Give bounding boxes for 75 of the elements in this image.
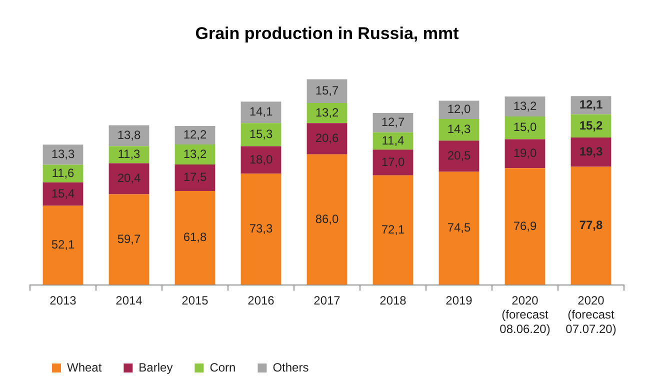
- data-label: 15,7: [315, 83, 339, 98]
- data-label: 11,6: [52, 166, 75, 180]
- data-label: 74,5: [447, 220, 471, 235]
- data-label: 59,7: [117, 232, 141, 246]
- x-tick-label: 2018: [380, 293, 407, 308]
- bar: [372, 150, 414, 176]
- bar: [108, 146, 150, 164]
- bar: [306, 154, 348, 285]
- x-tick-label: 2013: [50, 293, 77, 308]
- data-label: 13,8: [117, 128, 141, 142]
- data-label: 15,2: [579, 118, 603, 132]
- bar: [174, 164, 216, 192]
- bar: [240, 146, 282, 174]
- data-label: 61,8: [183, 230, 207, 244]
- data-label: 17,0: [381, 154, 405, 169]
- data-label: 20,5: [447, 148, 471, 163]
- data-label: 18,0: [249, 152, 273, 166]
- bar: [504, 139, 546, 168]
- data-label: 15,3: [249, 126, 273, 141]
- bar: [174, 191, 216, 285]
- data-label: 13,2: [315, 105, 339, 120]
- data-label: 13,2: [513, 98, 537, 113]
- bar: [504, 116, 546, 140]
- x-tick-label: 2020 (forecast 08.06.20): [500, 293, 550, 336]
- data-label: 72,1: [381, 222, 405, 236]
- data-label: 17,5: [183, 170, 207, 184]
- data-label: 19,0: [513, 146, 537, 160]
- data-label: 12,1: [579, 98, 603, 112]
- bar: [240, 174, 282, 285]
- legend-label: Corn: [210, 360, 236, 374]
- legend-label: Barley: [138, 360, 173, 374]
- data-label: 20,6: [315, 131, 339, 146]
- bar: [42, 182, 84, 206]
- data-label: 52,1: [51, 238, 75, 252]
- data-label: 12,0: [447, 102, 471, 116]
- bar: [108, 194, 150, 285]
- data-label: 12,2: [183, 128, 207, 142]
- data-label: 13,2: [183, 146, 207, 161]
- x-tick-label: 2016: [248, 293, 275, 308]
- bar: [372, 175, 414, 285]
- data-label: 77,8: [579, 218, 603, 232]
- x-tick-label: 2020 (forecast 07.07.20): [566, 293, 616, 336]
- data-label: 86,0: [315, 212, 339, 226]
- bar: [42, 206, 84, 285]
- data-label: 20,4: [117, 171, 141, 186]
- chart-title: Grain production in Russia, mmt: [195, 24, 460, 43]
- data-label: 13,3: [51, 147, 75, 162]
- bar: [570, 166, 612, 285]
- x-tick-label: 2014: [116, 293, 143, 308]
- data-label: 11,4: [382, 133, 405, 148]
- bar: [306, 79, 348, 104]
- data-label: 15,4: [51, 186, 75, 200]
- x-tick-label: 2015: [182, 293, 209, 308]
- bar: [570, 137, 612, 167]
- data-label: 19,3: [579, 144, 603, 158]
- bar: [240, 123, 282, 146]
- bar: [438, 140, 480, 172]
- legend-label: Wheat: [67, 360, 102, 374]
- data-label: 11,3: [118, 147, 141, 162]
- data-label: 15,0: [513, 120, 537, 134]
- legend-label: Others: [272, 360, 309, 374]
- bar: [372, 113, 414, 132]
- data-label: 76,9: [513, 218, 537, 233]
- bar: [42, 144, 84, 165]
- data-label: 12,7: [381, 115, 405, 130]
- data-label: 14,3: [447, 122, 471, 136]
- data-label: 14,1: [249, 104, 273, 119]
- data-label: 73,3: [249, 222, 273, 236]
- x-tick-label: 2017: [314, 293, 341, 308]
- bar: [108, 163, 150, 194]
- bar: [306, 123, 348, 154]
- x-tick-label: 2019: [446, 293, 473, 308]
- bar: [240, 102, 282, 124]
- bar: [504, 168, 546, 285]
- bar: [438, 172, 480, 285]
